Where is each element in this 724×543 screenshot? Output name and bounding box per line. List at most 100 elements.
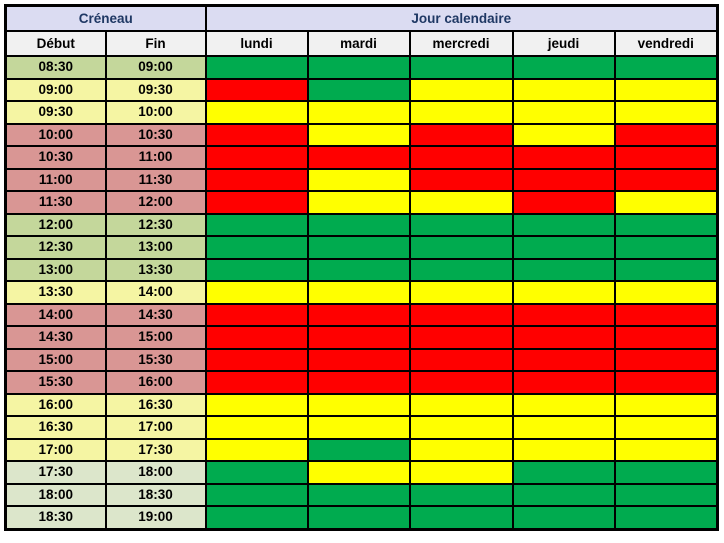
slot-cell-lundi[interactable] xyxy=(204,190,309,215)
slot-cell-mardi[interactable] xyxy=(306,55,411,80)
slot-cell-lundi[interactable] xyxy=(204,482,309,507)
slot-cell-mercredi[interactable] xyxy=(408,392,514,417)
slot-cell-mardi[interactable] xyxy=(306,505,411,530)
slot-cell-vendredi[interactable] xyxy=(613,55,719,80)
slot-cell-jeudi[interactable] xyxy=(511,122,616,147)
slot-cell-mardi[interactable] xyxy=(306,370,411,395)
slot-cell-vendredi[interactable] xyxy=(613,122,719,147)
slot-cell-lundi[interactable] xyxy=(204,145,309,170)
slot-cell-vendredi[interactable] xyxy=(613,235,719,260)
slot-cell-mercredi[interactable] xyxy=(408,55,514,80)
slot-cell-jeudi[interactable] xyxy=(511,482,616,507)
slot-cell-jeudi[interactable] xyxy=(511,190,616,215)
slot-cell-jeudi[interactable] xyxy=(511,212,616,237)
slot-cell-mardi[interactable] xyxy=(306,167,411,192)
slot-cell-vendredi[interactable] xyxy=(613,302,719,327)
slot-cell-lundi[interactable] xyxy=(204,100,309,125)
slot-cell-jeudi[interactable] xyxy=(511,280,616,305)
slot-cell-mercredi[interactable] xyxy=(408,100,514,125)
slot-cell-mercredi[interactable] xyxy=(408,482,514,507)
slot-cell-mercredi[interactable] xyxy=(408,77,514,102)
slot-cell-lundi[interactable] xyxy=(204,77,309,102)
slot-cell-mercredi[interactable] xyxy=(408,190,514,215)
slot-cell-vendredi[interactable] xyxy=(613,325,719,350)
slot-cell-vendredi[interactable] xyxy=(613,77,719,102)
slot-cell-vendredi[interactable] xyxy=(613,167,719,192)
slot-cell-lundi[interactable] xyxy=(204,460,309,485)
slot-cell-mercredi[interactable] xyxy=(408,415,514,440)
slot-cell-vendredi[interactable] xyxy=(613,347,719,372)
slot-cell-vendredi[interactable] xyxy=(613,145,719,170)
slot-cell-mardi[interactable] xyxy=(306,415,411,440)
slot-cell-mercredi[interactable] xyxy=(408,437,514,462)
slot-cell-lundi[interactable] xyxy=(204,280,309,305)
slot-cell-mardi[interactable] xyxy=(306,122,411,147)
slot-cell-mardi[interactable] xyxy=(306,302,411,327)
slot-cell-lundi[interactable] xyxy=(204,325,309,350)
slot-cell-mardi[interactable] xyxy=(306,437,411,462)
slot-cell-jeudi[interactable] xyxy=(511,325,616,350)
slot-cell-jeudi[interactable] xyxy=(511,505,616,530)
slot-cell-mardi[interactable] xyxy=(306,392,411,417)
slot-cell-mardi[interactable] xyxy=(306,235,411,260)
slot-cell-vendredi[interactable] xyxy=(613,392,719,417)
slot-cell-vendredi[interactable] xyxy=(613,190,719,215)
slot-cell-jeudi[interactable] xyxy=(511,460,616,485)
slot-cell-lundi[interactable] xyxy=(204,235,309,260)
slot-cell-mardi[interactable] xyxy=(306,482,411,507)
slot-cell-mardi[interactable] xyxy=(306,325,411,350)
slot-cell-vendredi[interactable] xyxy=(613,100,719,125)
slot-cell-lundi[interactable] xyxy=(204,167,309,192)
slot-cell-mercredi[interactable] xyxy=(408,167,514,192)
slot-cell-lundi[interactable] xyxy=(204,505,309,530)
slot-cell-vendredi[interactable] xyxy=(613,460,719,485)
slot-cell-jeudi[interactable] xyxy=(511,415,616,440)
slot-cell-vendredi[interactable] xyxy=(613,212,719,237)
slot-cell-mercredi[interactable] xyxy=(408,505,514,530)
slot-cell-mardi[interactable] xyxy=(306,190,411,215)
slot-cell-mercredi[interactable] xyxy=(408,122,514,147)
slot-cell-vendredi[interactable] xyxy=(613,370,719,395)
slot-cell-mercredi[interactable] xyxy=(408,145,514,170)
slot-cell-jeudi[interactable] xyxy=(511,235,616,260)
slot-cell-lundi[interactable] xyxy=(204,302,309,327)
slot-cell-mercredi[interactable] xyxy=(408,212,514,237)
slot-cell-jeudi[interactable] xyxy=(511,437,616,462)
slot-cell-mercredi[interactable] xyxy=(408,302,514,327)
slot-cell-mercredi[interactable] xyxy=(408,347,514,372)
slot-cell-mardi[interactable] xyxy=(306,145,411,170)
slot-cell-mardi[interactable] xyxy=(306,100,411,125)
slot-cell-jeudi[interactable] xyxy=(511,167,616,192)
slot-cell-vendredi[interactable] xyxy=(613,280,719,305)
slot-cell-mardi[interactable] xyxy=(306,460,411,485)
slot-cell-jeudi[interactable] xyxy=(511,392,616,417)
slot-cell-vendredi[interactable] xyxy=(613,437,719,462)
slot-cell-mardi[interactable] xyxy=(306,347,411,372)
slot-cell-lundi[interactable] xyxy=(204,257,309,282)
slot-cell-mercredi[interactable] xyxy=(408,460,514,485)
slot-cell-lundi[interactable] xyxy=(204,415,309,440)
slot-cell-jeudi[interactable] xyxy=(511,100,616,125)
slot-cell-jeudi[interactable] xyxy=(511,55,616,80)
slot-cell-mercredi[interactable] xyxy=(408,370,514,395)
slot-cell-vendredi[interactable] xyxy=(613,257,719,282)
slot-cell-mercredi[interactable] xyxy=(408,280,514,305)
slot-cell-mardi[interactable] xyxy=(306,212,411,237)
slot-cell-mercredi[interactable] xyxy=(408,257,514,282)
slot-cell-lundi[interactable] xyxy=(204,55,309,80)
slot-cell-mercredi[interactable] xyxy=(408,325,514,350)
slot-cell-lundi[interactable] xyxy=(204,392,309,417)
slot-cell-jeudi[interactable] xyxy=(511,145,616,170)
slot-cell-jeudi[interactable] xyxy=(511,302,616,327)
slot-cell-jeudi[interactable] xyxy=(511,257,616,282)
slot-cell-lundi[interactable] xyxy=(204,212,309,237)
slot-cell-vendredi[interactable] xyxy=(613,482,719,507)
slot-cell-lundi[interactable] xyxy=(204,122,309,147)
slot-cell-lundi[interactable] xyxy=(204,437,309,462)
slot-cell-jeudi[interactable] xyxy=(511,347,616,372)
slot-cell-mardi[interactable] xyxy=(306,77,411,102)
slot-cell-jeudi[interactable] xyxy=(511,77,616,102)
slot-cell-mercredi[interactable] xyxy=(408,235,514,260)
slot-cell-mardi[interactable] xyxy=(306,257,411,282)
slot-cell-lundi[interactable] xyxy=(204,370,309,395)
